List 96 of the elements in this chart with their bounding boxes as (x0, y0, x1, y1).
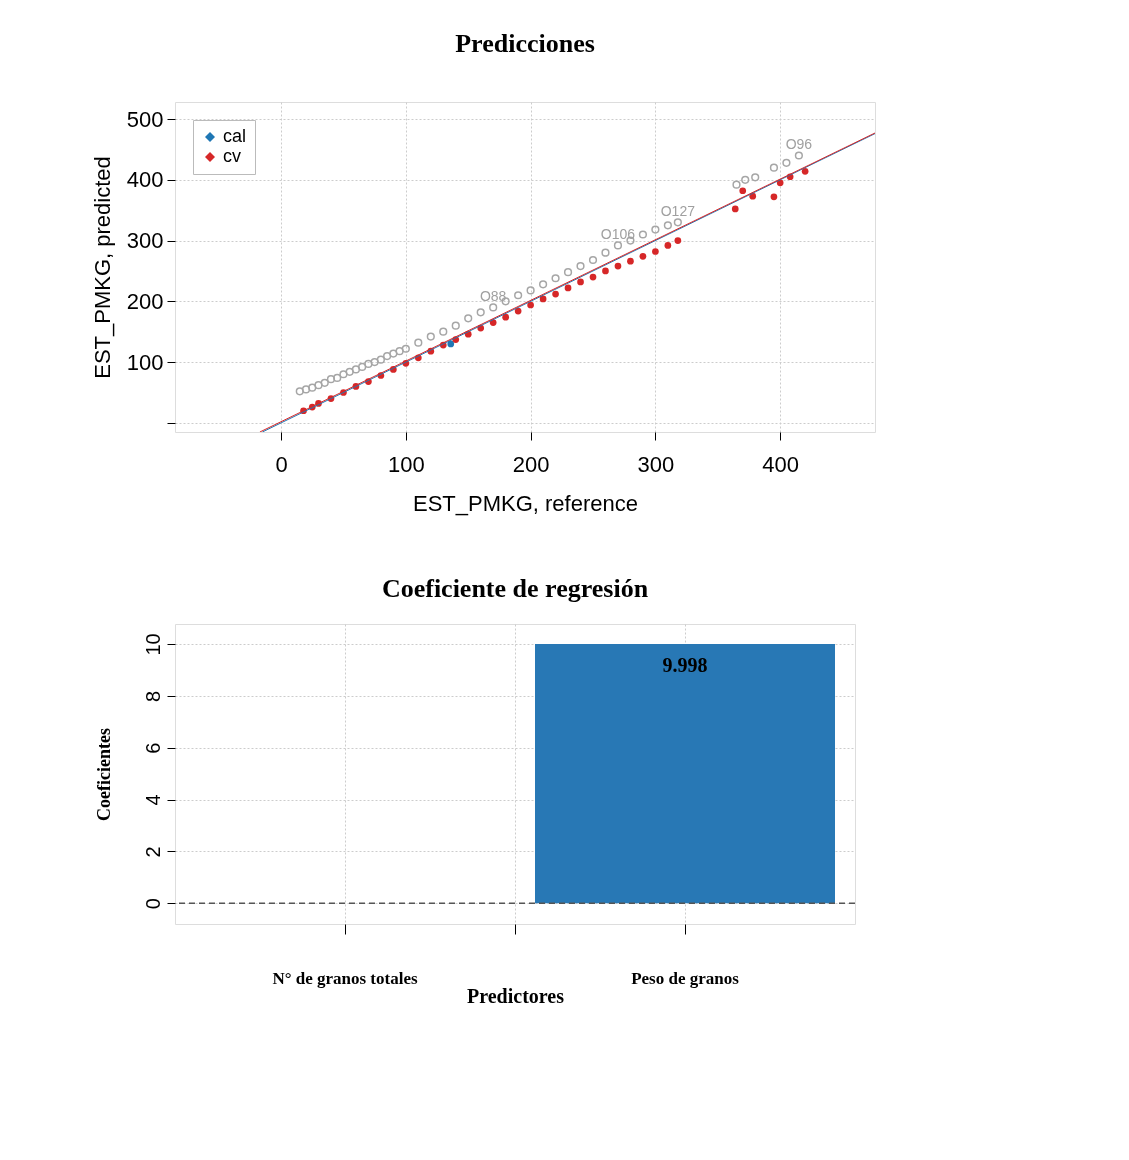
point (370, 358, 379, 367)
annotation: O96 (785, 136, 813, 153)
y-tick-label: 6 (141, 742, 164, 754)
x-axis-title: Predictores (466, 984, 565, 1007)
point (674, 237, 682, 244)
point (339, 370, 348, 379)
point (539, 295, 547, 303)
annotation: O127 (660, 203, 696, 220)
point (731, 205, 739, 213)
point (527, 301, 534, 309)
y-tick-label: 300 (126, 228, 164, 254)
point (502, 313, 510, 321)
point (551, 274, 560, 283)
point (345, 367, 354, 376)
point (770, 193, 778, 201)
point (320, 378, 329, 387)
point (395, 347, 404, 356)
point (314, 381, 323, 390)
x-tick-label: 100 (387, 451, 425, 477)
point (464, 314, 473, 323)
point (739, 187, 747, 195)
y-tick-label: 0 (141, 898, 164, 910)
point (563, 268, 573, 277)
point (769, 163, 779, 172)
point (663, 221, 672, 230)
y-tick-label: 200 (126, 288, 164, 314)
y-tick-label: 4 (141, 794, 164, 806)
point (301, 385, 311, 394)
point (601, 248, 610, 257)
point (751, 173, 760, 182)
point (614, 262, 622, 270)
y-tick-label: 400 (126, 167, 164, 193)
point (451, 321, 460, 330)
x-axis-title: EST_PMKG, reference (413, 490, 638, 516)
point (295, 387, 304, 396)
x-tick-label: 200 (512, 451, 550, 477)
point (741, 175, 750, 184)
point (732, 180, 741, 189)
point (514, 307, 522, 315)
y-tick-label: 2 (141, 846, 164, 858)
point (588, 255, 598, 265)
y-tick-label: 10 (141, 633, 164, 656)
point (538, 280, 548, 289)
point (526, 286, 535, 295)
y-axis-title: EST_PMKG, predicted (89, 156, 115, 379)
point (801, 167, 809, 175)
point (651, 225, 660, 234)
point (358, 362, 367, 372)
legend-label: cal (223, 126, 247, 146)
point (639, 253, 647, 260)
x-tick-label: 400 (762, 451, 800, 477)
point (476, 308, 485, 317)
point (514, 291, 523, 300)
x-tick-label: 300 (637, 451, 675, 477)
point (552, 290, 559, 298)
point (577, 278, 584, 286)
point (613, 241, 623, 250)
point (351, 365, 361, 374)
point (664, 242, 672, 249)
point (401, 344, 410, 353)
point (782, 158, 791, 167)
chart-title: Coeficiente de regresión (381, 574, 649, 603)
point (376, 355, 385, 364)
point (333, 373, 342, 383)
data-label: 9.998 (662, 654, 708, 677)
legend-label: cv (223, 146, 241, 166)
point (794, 151, 803, 160)
point (638, 230, 648, 239)
point (489, 303, 498, 312)
point (602, 267, 609, 275)
y-tick-label: 8 (141, 690, 164, 702)
y-axis-title: Coeficientes (93, 728, 114, 821)
point (576, 261, 585, 271)
chart-title: Predicciones (455, 29, 595, 58)
point (414, 338, 423, 347)
point (383, 351, 392, 361)
y-tick-label: 100 (126, 349, 164, 375)
point (447, 340, 455, 348)
x-tick-label: 0 (275, 451, 288, 477)
point (652, 248, 659, 255)
point (308, 383, 317, 392)
x-tick-label: N° de granos totales (272, 968, 418, 988)
y-tick-label: 500 (126, 106, 164, 132)
point (389, 349, 398, 358)
point (589, 273, 597, 281)
point (564, 284, 572, 292)
annotation: O106 (600, 226, 636, 243)
point (749, 192, 757, 200)
point (426, 332, 435, 341)
point (673, 218, 682, 227)
point (439, 327, 448, 336)
x-tick-label: Peso de granos (631, 968, 740, 988)
point (364, 359, 373, 369)
point (326, 375, 336, 384)
annotation: O88 (479, 288, 507, 305)
point (627, 257, 634, 265)
